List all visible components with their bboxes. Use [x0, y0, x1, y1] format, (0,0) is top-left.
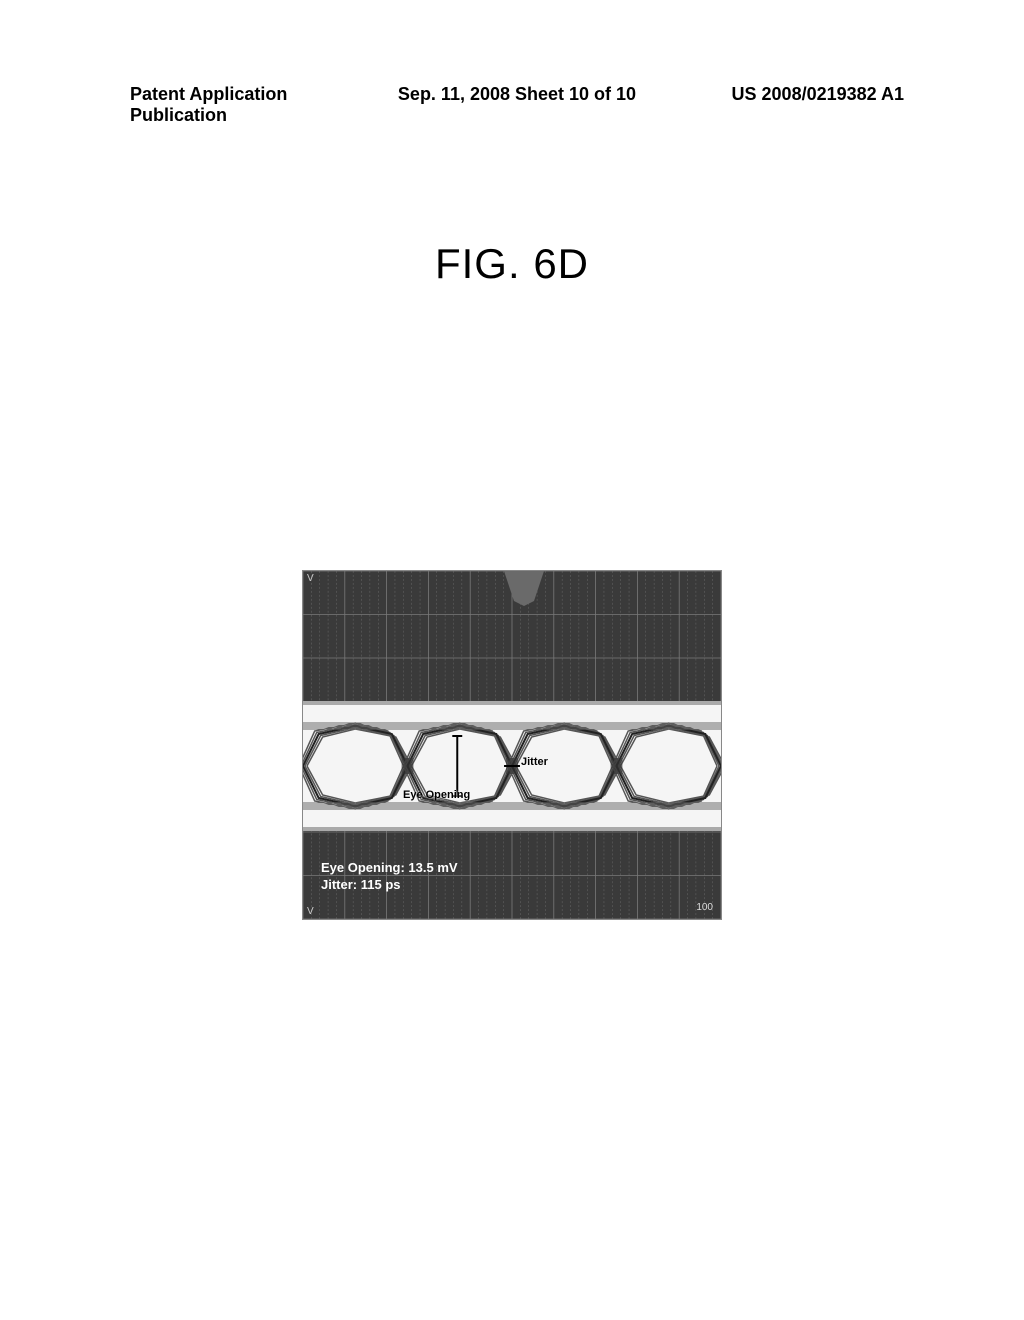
jitter-annotation: Jitter: [521, 756, 548, 768]
scope-scale-label: 100: [696, 902, 713, 913]
jitter-value: Jitter: 115 ps: [321, 877, 458, 894]
page-header: Patent Application Publication Sep. 11, …: [0, 84, 1024, 126]
eye-opening-value: Eye Opening: 13.5 mV: [321, 860, 458, 877]
eye-opening-annotation: Eye Opening: [403, 789, 470, 801]
trigger-notch-icon: [504, 571, 544, 606]
header-patent-number: US 2008/0219382 A1: [646, 84, 904, 126]
eye-diagram: [303, 701, 721, 831]
header-publication: Patent Application Publication: [130, 84, 388, 126]
figure-title: FIG. 6D: [0, 240, 1024, 288]
oscilloscope-screen: V V Jitter Eye Opening Eye Opening: 13.5…: [302, 570, 722, 920]
eye-diagram-region: Jitter Eye Opening: [303, 701, 721, 831]
measurement-readout: Eye Opening: 13.5 mV Jitter: 115 ps: [321, 860, 458, 894]
v-axis-label: V: [307, 906, 314, 917]
header-date-sheet: Sep. 11, 2008 Sheet 10 of 10: [388, 84, 646, 126]
y-axis-label: V: [307, 573, 314, 584]
